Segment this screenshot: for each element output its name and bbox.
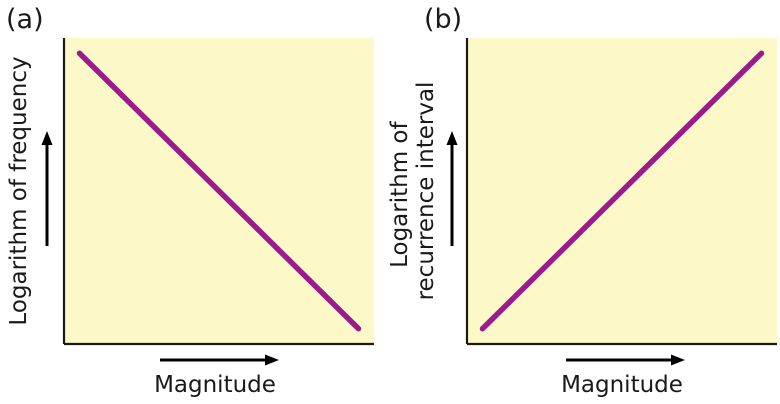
- panel-a-x-arrow: [160, 354, 279, 366]
- panel-b-label: (b): [424, 4, 462, 35]
- panel-b-y-arrow: [446, 131, 458, 246]
- panel-a: (a) Logarithm of frequency Magnitude: [6, 4, 374, 398]
- panel-b-series-line: [479, 50, 765, 332]
- panel-b-ylabel-line-2: recurrence interval: [413, 82, 439, 301]
- panel-a-ylabel-line-1: Logarithm of frequency: [6, 56, 32, 325]
- panel-a-xlabel: Magnitude: [154, 372, 276, 398]
- panel-a-y-arrow: [41, 131, 53, 246]
- panel-b-xlabel: Magnitude: [561, 372, 683, 398]
- panel-a-ylabel: Logarithm of frequency: [6, 56, 32, 325]
- panel-b-x-arrow: [566, 354, 685, 366]
- panel-a-series-line: [76, 50, 362, 332]
- panel-b-ylabel: Logarithm of recurrence interval: [387, 82, 439, 301]
- panel-b: (b) Logarithm of recurrence interval Mag…: [387, 4, 777, 398]
- panel-a-label: (a): [6, 4, 44, 35]
- panel-b-ylabel-line-1: Logarithm of: [387, 121, 413, 268]
